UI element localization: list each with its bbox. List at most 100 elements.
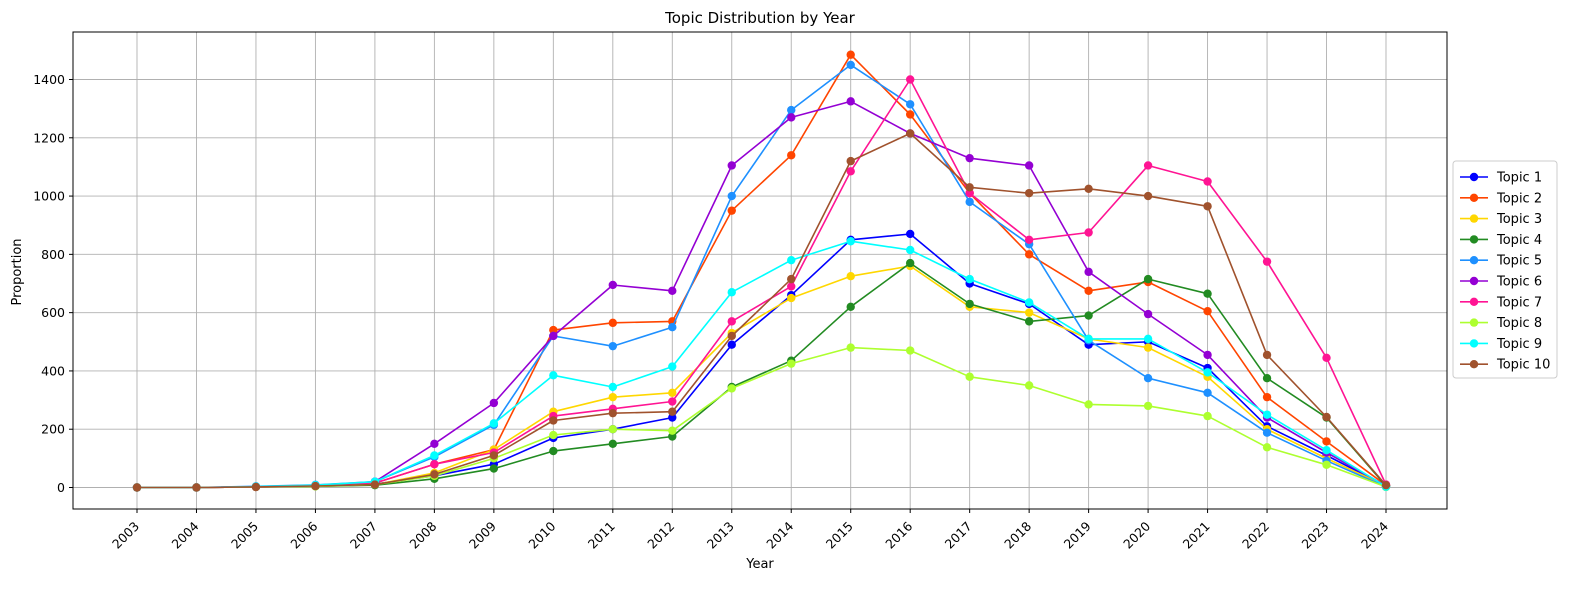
data-point [430,460,438,468]
data-point [609,409,617,417]
legend-marker [1470,360,1478,368]
y-axis-title: Proportion [10,238,25,305]
data-point [1263,443,1271,451]
data-point [847,61,855,69]
data-point [965,373,973,381]
x-tick-label: 2019 [1061,518,1094,551]
series-line [137,234,1386,488]
data-point [1025,317,1033,325]
series-group [133,97,1390,492]
y-tick-label: 0 [57,480,65,495]
data-point [1025,189,1033,197]
data-point [1203,307,1211,315]
series-line [137,348,1386,488]
x-tick-label: 2022 [1239,519,1272,552]
x-axis: 2003200420052006200720082009201020112012… [109,509,1391,552]
data-point [1144,275,1152,283]
series-group [133,230,1390,492]
data-point [1203,389,1211,397]
data-point [728,384,736,392]
data-point [728,206,736,214]
x-tick-label: 2017 [942,519,975,552]
data-point [668,397,676,405]
data-point [1025,308,1033,316]
data-point [1144,374,1152,382]
x-tick-label: 2003 [109,519,142,552]
data-point [1084,228,1092,236]
x-tick-label: 2013 [704,519,737,552]
data-point [311,482,319,490]
data-point [430,440,438,448]
data-point [1203,351,1211,359]
data-point [1263,429,1271,437]
data-point [906,230,914,238]
data-point [1203,412,1211,420]
legend-label: Topic 6 [1496,275,1542,290]
data-point [965,154,973,162]
legend-label: Topic 8 [1496,316,1542,331]
data-point [1203,202,1211,210]
data-point [1144,335,1152,343]
y-tick-label: 200 [41,422,65,437]
data-point [728,192,736,200]
data-point [430,451,438,459]
data-point [668,323,676,331]
data-point [906,346,914,354]
x-axis-title: Year [745,557,774,572]
legend: Topic 1Topic 2Topic 3Topic 4Topic 5Topic… [1453,161,1557,378]
data-point [1144,402,1152,410]
data-point [1025,250,1033,258]
data-point [668,426,676,434]
data-point [728,332,736,340]
data-point [668,408,676,416]
data-point [965,300,973,308]
legend-label: Topic 3 [1496,212,1542,227]
y-tick-label: 1200 [33,130,65,145]
data-point [1084,311,1092,319]
data-point [906,75,914,83]
data-point [847,343,855,351]
data-point [490,399,498,407]
data-point [1382,481,1390,489]
data-point [133,483,141,491]
data-point [1203,177,1211,185]
data-point [609,281,617,289]
legend-marker [1470,256,1478,264]
data-point [1322,437,1330,445]
legend-label: Topic 7 [1496,295,1542,310]
legend-marker [1470,235,1478,243]
data-point [787,151,795,159]
data-point [847,303,855,311]
x-tick-label: 2009 [466,518,499,551]
data-point [965,183,973,191]
series-layer [133,51,1390,492]
data-point [609,425,617,433]
data-point [549,416,557,424]
data-point [192,483,200,491]
data-point [1322,461,1330,469]
data-point [1084,400,1092,408]
series-line [137,133,1386,487]
x-tick-label: 2023 [1299,519,1332,552]
series-line [137,55,1386,488]
x-tick-label: 2018 [1001,518,1034,551]
x-tick-label: 2010 [525,518,558,551]
y-tick-label: 800 [41,247,65,262]
legend-marker [1470,339,1478,347]
data-point [847,97,855,105]
legend-label: Topic 9 [1496,337,1542,352]
data-point [1144,192,1152,200]
data-point [906,246,914,254]
data-point [906,110,914,118]
data-point [490,451,498,459]
data-point [1144,310,1152,318]
data-point [549,332,557,340]
y-tick-label: 400 [41,363,65,378]
legend-label: Topic 4 [1496,233,1542,248]
data-point [847,51,855,59]
legend-marker [1470,298,1478,306]
x-tick-label: 2008 [406,518,439,551]
data-point [609,383,617,391]
data-point [787,275,795,283]
legend-label: Topic 2 [1496,191,1542,206]
